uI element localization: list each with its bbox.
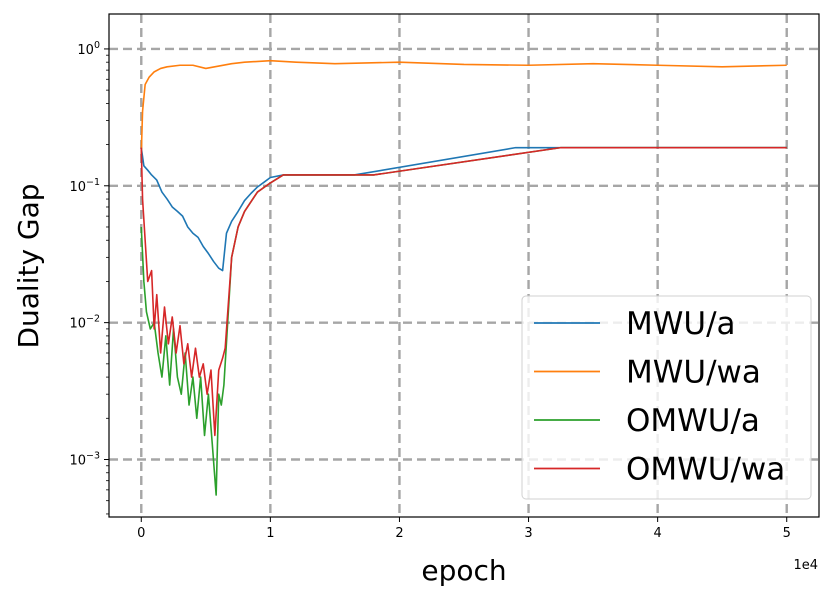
x-offset-label: 1e4: [793, 558, 818, 573]
y-axis-label: Duality Gap: [12, 183, 45, 348]
y-tick-label: 10−2: [69, 314, 100, 332]
legend-entry: OMWU/a: [626, 403, 760, 439]
y-tick-label: 10−3: [69, 450, 100, 468]
legend: MWU/a MWU/wa OMWU/a OMWU/wa: [521, 295, 812, 500]
legend-box: [521, 295, 812, 500]
series-lines: [140, 59, 787, 496]
y-tick-label: 10−1: [69, 177, 100, 195]
x-tick-label: 0: [137, 526, 145, 541]
legend-entry: MWU/wa: [626, 355, 761, 391]
legend-entry: MWU/a: [626, 306, 736, 342]
x-tick-label: 2: [395, 526, 403, 541]
series-line-omwu-wa: [140, 146, 787, 437]
legend-entry: OMWU/wa: [626, 452, 785, 488]
series-line-mwu-wa: [140, 59, 787, 155]
axis-ticks: 0 1 2 3 4 5 10−3 10−2 10−1 100: [69, 40, 790, 541]
x-tick-label: 5: [783, 526, 791, 541]
x-tick-label: 1: [266, 526, 274, 541]
series-line-mwu-a: [140, 146, 787, 272]
x-tick-label: 3: [524, 526, 532, 541]
x-tick-label: 4: [653, 526, 661, 541]
x-axis-label: epoch: [421, 554, 506, 587]
plot-frame: [108, 13, 820, 518]
y-tick-label: 100: [77, 40, 100, 58]
